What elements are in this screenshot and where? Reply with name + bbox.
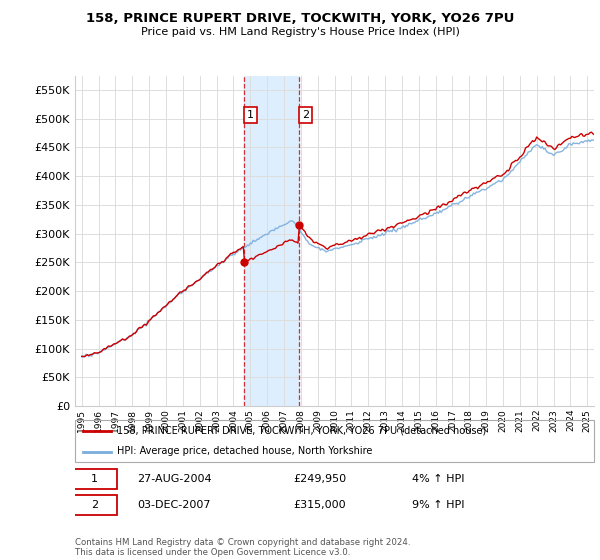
FancyBboxPatch shape <box>73 495 116 515</box>
Text: 158, PRINCE RUPERT DRIVE, TOCKWITH, YORK, YO26 7PU: 158, PRINCE RUPERT DRIVE, TOCKWITH, YORK… <box>86 12 514 25</box>
Text: 2: 2 <box>302 110 309 120</box>
Text: £315,000: £315,000 <box>293 500 346 510</box>
Text: Price paid vs. HM Land Registry's House Price Index (HPI): Price paid vs. HM Land Registry's House … <box>140 27 460 37</box>
Text: 03-DEC-2007: 03-DEC-2007 <box>137 500 211 510</box>
Text: 158, PRINCE RUPERT DRIVE, TOCKWITH, YORK, YO26 7PU (detached house): 158, PRINCE RUPERT DRIVE, TOCKWITH, YORK… <box>116 426 486 436</box>
Text: 4% ↑ HPI: 4% ↑ HPI <box>412 474 465 484</box>
Text: £249,950: £249,950 <box>293 474 346 484</box>
Text: Contains HM Land Registry data © Crown copyright and database right 2024.
This d: Contains HM Land Registry data © Crown c… <box>75 538 410 557</box>
Bar <box>244 76 299 406</box>
Text: HPI: Average price, detached house, North Yorkshire: HPI: Average price, detached house, Nort… <box>116 446 372 456</box>
Text: 9% ↑ HPI: 9% ↑ HPI <box>412 500 465 510</box>
Text: 1: 1 <box>91 474 98 484</box>
Text: 1: 1 <box>247 110 254 120</box>
Text: 2: 2 <box>91 500 98 510</box>
FancyBboxPatch shape <box>73 469 116 489</box>
Text: 27-AUG-2004: 27-AUG-2004 <box>137 474 212 484</box>
